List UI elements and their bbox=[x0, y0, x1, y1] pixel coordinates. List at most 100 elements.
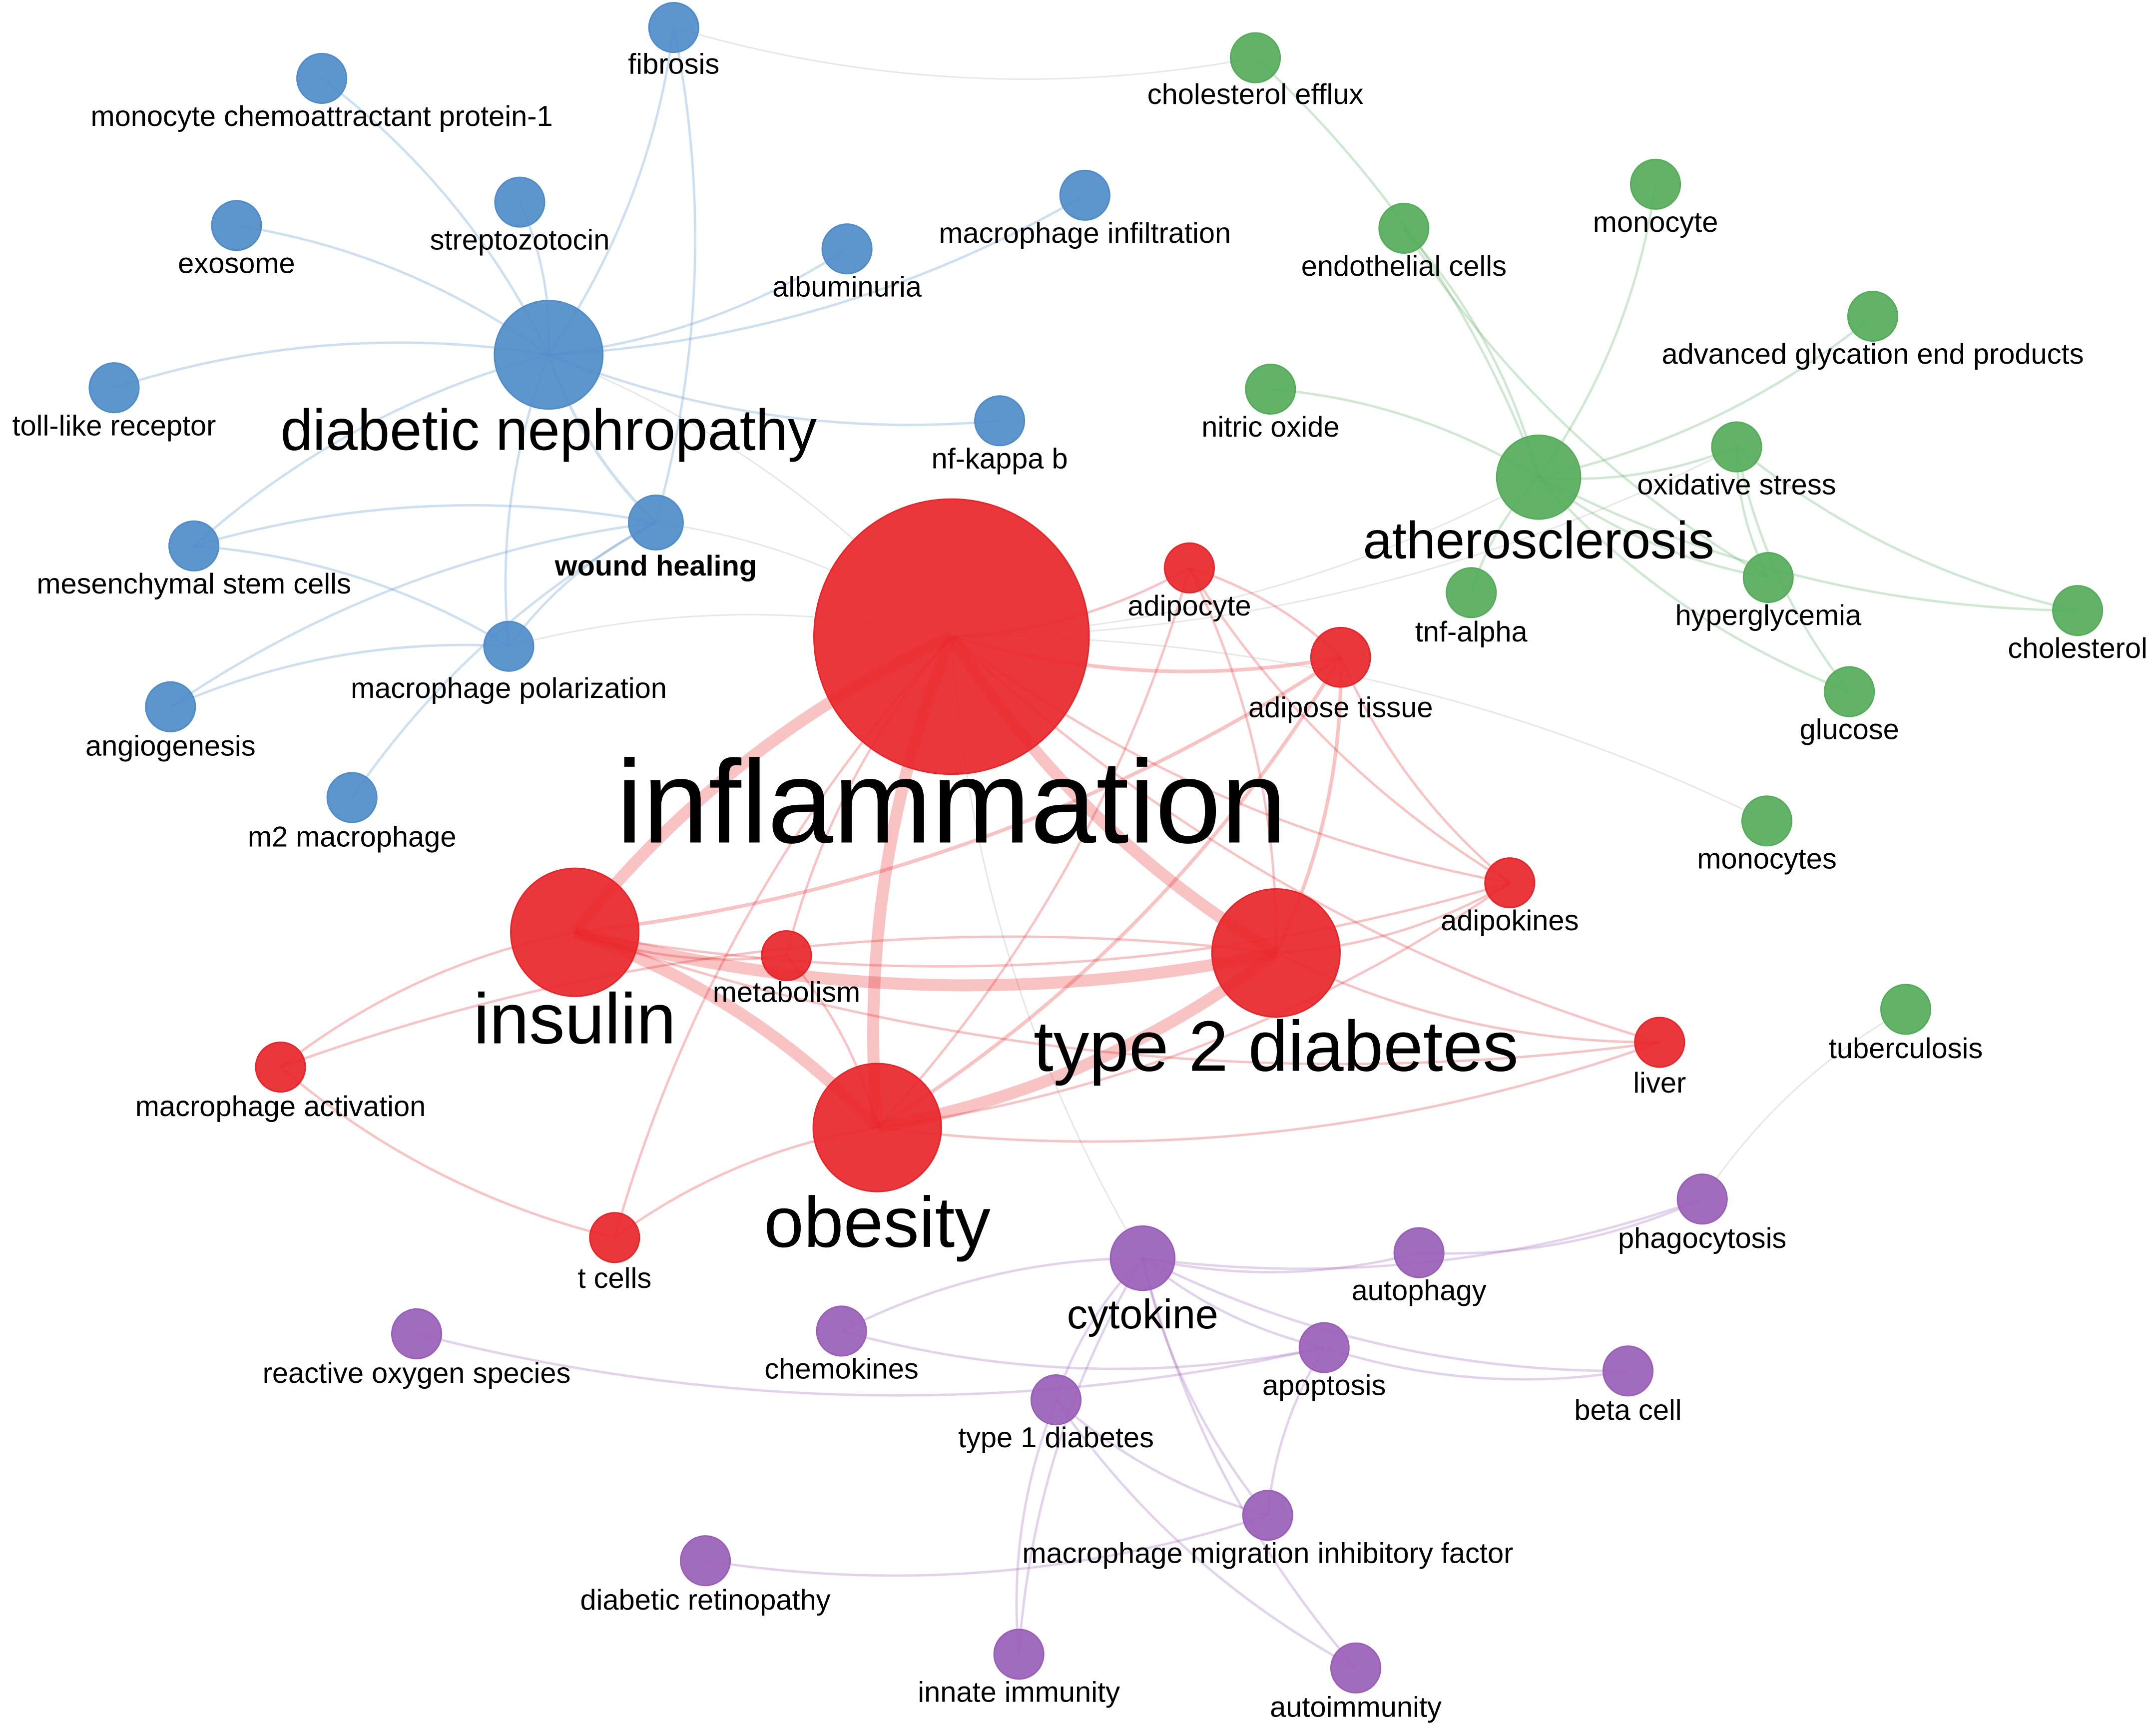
node-obesity[interactable] bbox=[812, 1063, 942, 1192]
edge-chemok-apop bbox=[841, 1330, 1325, 1370]
label-macinf: macrophage infiltration bbox=[939, 217, 1231, 249]
node-exosome[interactable] bbox=[211, 200, 262, 251]
edge-tb-phago bbox=[1701, 1009, 1906, 1200]
edge-cytokine-autoph bbox=[1142, 1251, 1420, 1273]
node-monocytes[interactable] bbox=[1741, 795, 1793, 847]
label-cholefflux: cholesterol efflux bbox=[1147, 78, 1364, 110]
node-nfkb[interactable] bbox=[974, 395, 1026, 447]
node-cytokine[interactable] bbox=[1109, 1225, 1176, 1291]
node-t2d[interactable] bbox=[1211, 888, 1341, 1018]
edge-endo-hyper bbox=[1403, 227, 1769, 579]
node-macact[interactable] bbox=[255, 1041, 306, 1093]
node-endo[interactable] bbox=[1378, 202, 1430, 254]
node-tcells[interactable] bbox=[589, 1212, 640, 1263]
edge-t1d-mif bbox=[1055, 1399, 1268, 1517]
node-dr[interactable] bbox=[680, 1535, 731, 1587]
edge-cytokine-innate bbox=[1018, 1257, 1144, 1655]
node-t1d[interactable] bbox=[1030, 1374, 1082, 1426]
node-macpol[interactable] bbox=[483, 620, 535, 672]
node-phago[interactable] bbox=[1676, 1173, 1728, 1225]
node-tlr[interactable] bbox=[88, 362, 140, 414]
node-beta[interactable] bbox=[1602, 1345, 1654, 1397]
edge-autoph-phago bbox=[1419, 1198, 1703, 1255]
node-angio[interactable] bbox=[145, 681, 196, 732]
edge-ox-chol bbox=[1735, 446, 2078, 612]
label-albuminuria: albuminuria bbox=[772, 271, 922, 303]
node-albuminuria[interactable] bbox=[821, 223, 873, 275]
node-inflammation[interactable] bbox=[813, 498, 1090, 775]
label-hyper: hyperglycemia bbox=[1675, 599, 1861, 631]
node-mif[interactable] bbox=[1242, 1490, 1293, 1541]
node-hyper[interactable] bbox=[1742, 552, 1794, 603]
node-glucose[interactable] bbox=[1824, 666, 1875, 717]
edge-macpol-angio bbox=[170, 643, 509, 708]
node-m2[interactable] bbox=[326, 772, 378, 823]
node-metabolism[interactable] bbox=[761, 930, 812, 982]
node-mcp1[interactable] bbox=[296, 52, 348, 104]
label-phago: phagocytosis bbox=[1618, 1222, 1786, 1254]
node-strep[interactable] bbox=[494, 176, 545, 228]
edge-fibrosis-cholefflux bbox=[673, 26, 1256, 80]
node-chol[interactable] bbox=[2052, 585, 2104, 636]
node-autoimm[interactable] bbox=[1330, 1642, 1382, 1694]
label-t2d: type 2 diabetes bbox=[1034, 1007, 1519, 1087]
node-monocyte[interactable] bbox=[1630, 158, 1681, 210]
label-autoimm: autoimmunity bbox=[1270, 1692, 1442, 1724]
node-insulin[interactable] bbox=[510, 867, 640, 997]
label-glucose: glucose bbox=[1800, 714, 1899, 746]
edge-insulin-adipokines bbox=[574, 881, 1510, 968]
edge-cytokine-mif bbox=[1141, 1258, 1269, 1516]
node-autoph[interactable] bbox=[1393, 1227, 1445, 1278]
node-fibrosis[interactable] bbox=[648, 2, 699, 53]
node-innate[interactable] bbox=[993, 1629, 1045, 1680]
label-apop: apoptosis bbox=[1262, 1370, 1386, 1402]
label-cytokine: cytokine bbox=[1067, 1291, 1218, 1337]
label-inflammation: inflammation bbox=[616, 736, 1287, 868]
node-apop[interactable] bbox=[1298, 1322, 1350, 1373]
node-liver[interactable] bbox=[1634, 1017, 1685, 1068]
node-adipokines[interactable] bbox=[1484, 857, 1536, 909]
label-exosome: exosome bbox=[178, 248, 295, 280]
node-dn[interactable] bbox=[494, 300, 604, 410]
label-adipose: adipose tissue bbox=[1248, 692, 1433, 724]
node-wound[interactable] bbox=[628, 495, 684, 551]
node-adipocyte[interactable] bbox=[1163, 542, 1215, 593]
label-tb: tuberculosis bbox=[1829, 1033, 1983, 1065]
label-tlr: toll-like receptor bbox=[12, 410, 216, 442]
edge-obesity-adipose bbox=[876, 656, 1342, 1130]
edge-dn-macinf bbox=[548, 194, 1085, 356]
edge-athero-monocyte bbox=[1538, 184, 1657, 478]
label-macact: macrophage activation bbox=[135, 1091, 426, 1123]
edge-obesity-liver bbox=[877, 1041, 1660, 1143]
node-ox[interactable] bbox=[1711, 421, 1762, 473]
edge-athero-age bbox=[1538, 315, 1874, 479]
label-fibrosis: fibrosis bbox=[628, 48, 719, 80]
label-tcells: t cells bbox=[578, 1262, 652, 1294]
node-no[interactable] bbox=[1245, 363, 1296, 415]
edge-insulin-adipose bbox=[574, 655, 1342, 934]
label-m2: m2 macrophage bbox=[248, 821, 457, 853]
label-endo: endothelial cells bbox=[1301, 250, 1507, 282]
label-adipokines: adipokines bbox=[1441, 905, 1579, 937]
node-chemok[interactable] bbox=[816, 1305, 867, 1357]
node-athero[interactable] bbox=[1496, 434, 1582, 520]
label-monocytes: monocytes bbox=[1697, 843, 1836, 875]
nodes-layer bbox=[88, 2, 2104, 1694]
labels-layer: inflammation insulin type 2 diabetes obesit… bbox=[12, 48, 2147, 1723]
node-macinf[interactable] bbox=[1059, 169, 1110, 221]
label-dn: diabetic nephropathy bbox=[281, 398, 817, 462]
node-tb[interactable] bbox=[1880, 984, 1932, 1035]
edge-t1d-autoimm bbox=[1055, 1399, 1357, 1669]
node-cholefflux[interactable] bbox=[1230, 32, 1281, 83]
node-adipose[interactable] bbox=[1310, 626, 1371, 688]
edge-ros-apop bbox=[416, 1332, 1325, 1397]
node-age[interactable] bbox=[1847, 291, 1899, 342]
edge-wound-macpol bbox=[508, 521, 657, 647]
edge-adipose-adipokines bbox=[1339, 656, 1511, 884]
edge-athero-chol bbox=[1538, 476, 2078, 612]
node-ros[interactable] bbox=[391, 1308, 443, 1360]
edge-athero-cholefflux bbox=[1254, 56, 1540, 478]
label-no: nitric oxide bbox=[1201, 411, 1339, 443]
node-msc[interactable] bbox=[168, 520, 220, 572]
node-tnf[interactable] bbox=[1446, 567, 1497, 618]
